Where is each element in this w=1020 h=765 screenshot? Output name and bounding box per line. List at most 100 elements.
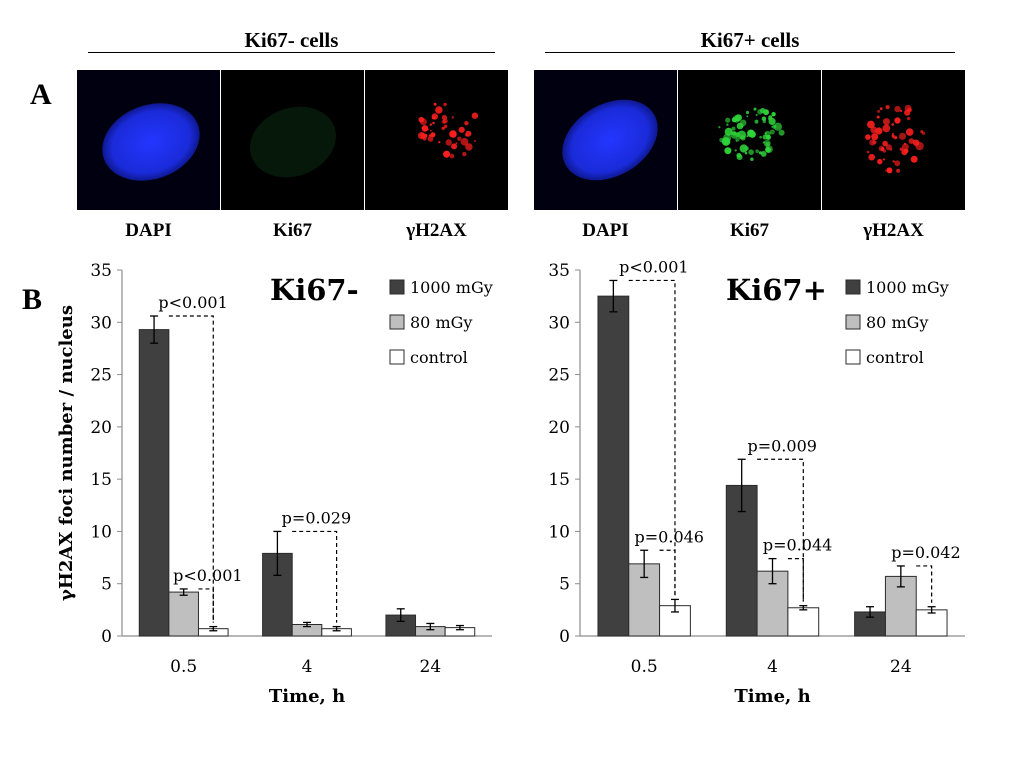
group-title-ki67-negative: Ki67- cells: [244, 28, 339, 52]
focus-dot: [724, 147, 732, 155]
focus-dot: [759, 135, 762, 139]
chart-title: Ki67-: [270, 273, 359, 307]
caption-ki67-positive-dapi: DAPI: [582, 220, 629, 241]
focus-dot: [761, 116, 767, 121]
x-tick-label: 0.5: [170, 657, 197, 677]
legend-label: control: [866, 348, 924, 367]
x-tick-label: 24: [420, 657, 442, 677]
y-tick-label: 15: [90, 470, 112, 490]
focus-dot: [449, 153, 455, 159]
significance-label: p=0.042: [891, 543, 960, 562]
legend-label: 80 mGy: [866, 313, 928, 332]
y-tick-label: 35: [548, 261, 570, 281]
x-axis-label: Time, h: [734, 686, 810, 707]
x-axis-label: Time, h: [269, 686, 345, 707]
focus-dot: [458, 126, 465, 133]
focus-dot: [753, 107, 757, 111]
focus-dot: [893, 160, 896, 163]
focus-dot: [441, 119, 446, 124]
focus-dot: [443, 124, 448, 129]
focus-dot: [866, 150, 870, 154]
focus-dot: [755, 149, 760, 154]
focus-dot: [734, 149, 737, 152]
focus-dot: [875, 127, 883, 135]
legend-swatch: [845, 349, 861, 365]
focus-dot: [896, 168, 901, 173]
focus-dot: [778, 129, 785, 136]
focus-dot: [441, 114, 447, 121]
focus-dot: [894, 105, 901, 113]
focus-dot: [762, 134, 768, 140]
focus-dot: [732, 115, 741, 123]
focus-dot: [736, 152, 742, 158]
focus-dot: [435, 106, 443, 114]
focus-dot: [445, 139, 452, 146]
significance-label: p=0.046: [635, 527, 704, 546]
x-tick-label: 4: [767, 657, 778, 677]
focus-dot: [769, 129, 775, 135]
focus-dot: [901, 143, 909, 151]
focus-dot: [736, 122, 744, 130]
micrograph-ki67-positive-h2ax: [822, 70, 965, 210]
focus-dot: [718, 126, 721, 129]
legend-label: 80 mGy: [410, 313, 472, 332]
significance-label: p<0.001: [158, 293, 227, 312]
focus-dot: [735, 140, 738, 142]
significance-label: p=0.029: [282, 508, 351, 527]
micrograph-ki67-positive-dapi: [534, 70, 677, 210]
legend-swatch: [845, 314, 861, 330]
focus-dot: [433, 102, 437, 106]
panel-a-letter: A: [30, 78, 52, 111]
legend-label: 1000 mGy: [410, 278, 493, 297]
focus-dot: [750, 157, 754, 161]
bar: [168, 591, 199, 637]
focus-dot: [891, 123, 894, 126]
focus-dot: [895, 136, 898, 139]
focus-dot: [451, 116, 455, 119]
focus-dot: [910, 155, 918, 163]
chart-title: Ki67+: [726, 273, 827, 307]
focus-dot: [886, 167, 893, 174]
y-tick-label: 0: [101, 627, 112, 647]
legend-label: control: [410, 348, 468, 367]
focus-dot: [883, 118, 890, 126]
focus-dot: [430, 132, 436, 138]
focus-dot: [921, 131, 926, 135]
focus-dot: [877, 109, 881, 113]
significance-bracket: [168, 315, 214, 623]
focus-dot: [748, 130, 756, 138]
focus-dot: [763, 109, 769, 116]
legend-swatch: [389, 279, 405, 295]
caption-ki67-negative-dapi: DAPI: [125, 220, 172, 241]
focus-dot: [771, 112, 776, 117]
caption-ki67-negative-ki67: Ki67: [272, 220, 313, 241]
focus-dot: [739, 144, 748, 153]
micrograph-ki67-positive-ki67: [678, 70, 821, 210]
focus-dot: [868, 153, 875, 161]
focus-dot: [764, 132, 767, 135]
y-tick-label: 15: [548, 470, 570, 490]
significance-bracket: [757, 458, 804, 602]
focus-dot: [755, 113, 758, 117]
focus-dot: [900, 109, 903, 112]
focus-dot: [891, 134, 895, 138]
focus-dot: [907, 107, 912, 113]
focus-dot: [464, 121, 469, 126]
legend-swatch: [845, 279, 861, 295]
focus-dot: [725, 117, 731, 123]
focus-dot: [869, 139, 876, 146]
focus-dot: [473, 140, 476, 143]
bar: [787, 607, 820, 637]
focus-dot: [731, 126, 736, 131]
focus-dot: [446, 156, 448, 158]
focus-dot: [763, 139, 771, 147]
focus-dot: [865, 134, 871, 140]
focus-dot: [455, 142, 458, 145]
y-tick-label: 30: [548, 313, 570, 333]
focus-dot: [765, 146, 771, 153]
focus-dot: [740, 135, 746, 141]
focus-dot: [768, 117, 776, 125]
focus-dot: [878, 145, 885, 152]
legend-swatch: [389, 349, 405, 365]
